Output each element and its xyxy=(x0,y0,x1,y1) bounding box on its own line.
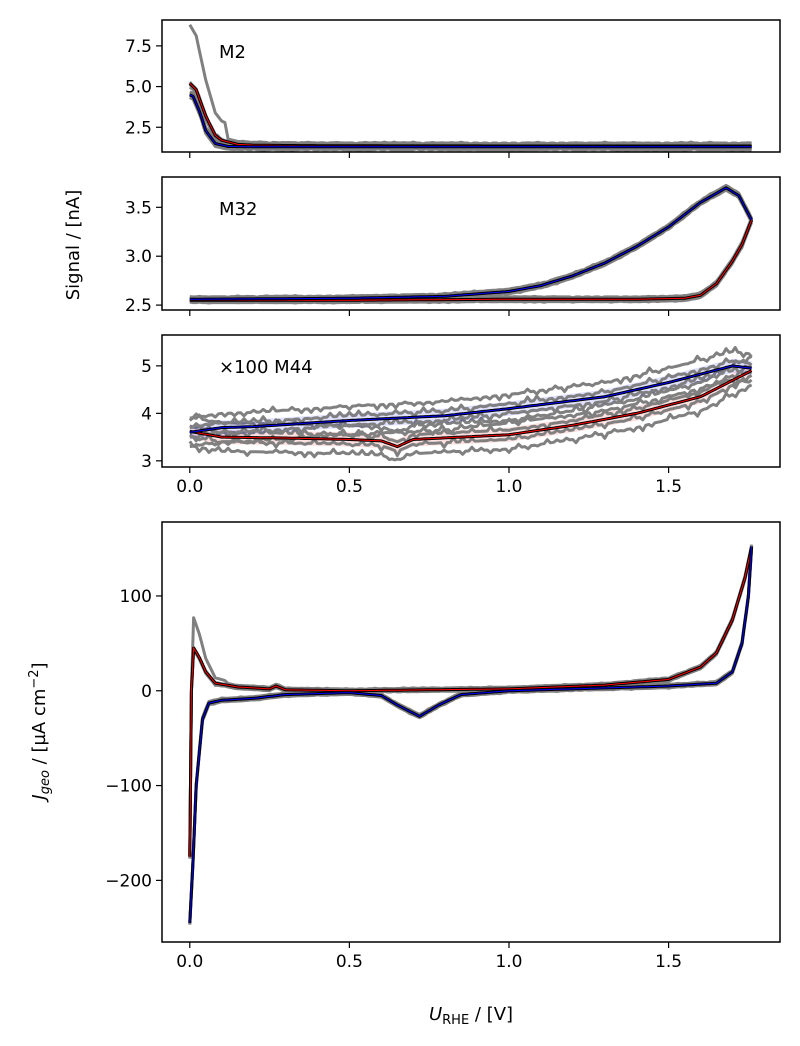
cathodic-mean-line xyxy=(188,546,754,924)
x-axis-label: URHE / [V] xyxy=(429,1004,513,1028)
anodic-mean-line xyxy=(188,546,754,857)
x-tick-label: 1.5 xyxy=(655,952,682,972)
anodic-cycle-trace xyxy=(188,547,754,857)
cathodic-cycle-trace xyxy=(189,365,752,443)
cathodic-cycle-trace xyxy=(188,547,754,925)
cathodic-std-band xyxy=(189,186,752,301)
cathodic-cycle-trace xyxy=(189,183,753,299)
cathodic-mean-line xyxy=(189,186,753,301)
panel-2: 2.5 3.0 3.5 M32 xyxy=(125,176,781,316)
cathodic-cycle-trace xyxy=(189,346,753,420)
anodic-mean-color-line xyxy=(189,546,753,857)
cathodic-cycle-trace xyxy=(189,92,752,149)
cathodic-cycle-trace xyxy=(188,546,754,923)
anodic-mean-color-line xyxy=(189,219,753,301)
x-tick-label: 0.0 xyxy=(176,952,203,972)
panel-4: −200 −100 0 100 0.0 0.5 1.0 1.5 xyxy=(105,521,781,972)
axes-frame xyxy=(161,19,781,153)
x-tick-label: 1.0 xyxy=(495,477,522,497)
anodic-cycle-trace xyxy=(188,548,754,859)
anodic-mean-color-line xyxy=(189,82,752,147)
cathodic-mean-color-line xyxy=(189,365,752,433)
cathodic-cycle-trace xyxy=(189,188,753,304)
axes-frame xyxy=(161,176,781,311)
signal-ylabel: Signal / [nA] xyxy=(63,190,84,301)
cathodic-cycle-trace xyxy=(188,546,754,924)
anodic-cycle-trace xyxy=(188,81,752,148)
j-ylabel: Jgeo / [µA cm−2] xyxy=(27,662,53,802)
cathodic-mean-color-line xyxy=(189,94,752,148)
anodic-cycle-trace xyxy=(188,544,754,855)
anodic-cycle-trace xyxy=(188,23,752,146)
cathodic-std-band xyxy=(189,358,752,440)
cathodic-cycle-trace xyxy=(189,185,753,301)
y-tick-label: 5 xyxy=(141,357,152,377)
anodic-mean-line xyxy=(189,219,753,302)
anodic-cycle-trace xyxy=(189,221,753,305)
anodic-cycle-trace xyxy=(188,383,753,462)
cathodic-cycle-trace xyxy=(189,94,752,151)
anodic-std-band xyxy=(189,545,752,858)
anodic-cycle-trace xyxy=(189,218,754,302)
cathodic-cycle-trace xyxy=(188,544,754,922)
cathodic-std-band xyxy=(189,93,752,149)
y-tick-label: 3.0 xyxy=(125,247,152,267)
cathodic-cycle-trace xyxy=(189,187,753,302)
anodic-mean-line xyxy=(188,82,752,148)
anodic-mean-color-line xyxy=(189,370,752,448)
cathodic-cycle-trace xyxy=(189,90,752,147)
y-tick-label: 7.5 xyxy=(125,37,152,57)
anodic-cycle-trace xyxy=(188,83,753,150)
y-tick-label: −100 xyxy=(105,777,152,797)
panel-annotation: M32 xyxy=(219,199,257,220)
anodic-cycle-trace xyxy=(188,85,752,152)
cathodic-mean-color-line xyxy=(189,546,753,924)
y-tick-label: 2.5 xyxy=(125,296,152,316)
y-tick-label: −200 xyxy=(105,871,152,891)
x-tick-label: 0.0 xyxy=(176,477,203,497)
x-tick-label: 0.5 xyxy=(336,952,363,972)
x-tick-label: 1.5 xyxy=(655,477,682,497)
y-tick-label: 100 xyxy=(120,587,152,607)
panel-3: 3 4 5 0.0 0.5 1.0 1.5 ×100 M44 xyxy=(141,334,781,497)
cathodic-std-band xyxy=(189,545,752,924)
y-tick-label: 0 xyxy=(141,682,152,702)
x-tick-label: 0.5 xyxy=(336,477,363,497)
cathodic-mean-line xyxy=(189,93,752,149)
anodic-cycle-trace xyxy=(189,220,754,304)
y-tick-label: 3.5 xyxy=(125,198,152,218)
anodic-cycle-trace xyxy=(188,546,754,857)
y-tick-label: 2.5 xyxy=(125,118,152,138)
y-tick-label: 5.0 xyxy=(125,78,152,98)
cathodic-mean-color-line xyxy=(189,187,753,300)
panel-annotation: M2 xyxy=(219,42,246,63)
panel-1: 2.5 5.0 7.5 M2 xyxy=(125,19,781,158)
cathodic-cycle-trace xyxy=(189,96,752,152)
axes-frame xyxy=(161,521,781,943)
anodic-std-band xyxy=(189,81,752,148)
x-tick-label: 1.0 xyxy=(495,952,522,972)
axes-frame xyxy=(161,334,781,468)
y-tick-label: 3 xyxy=(141,452,152,472)
panel-annotation: ×100 M44 xyxy=(219,357,313,378)
y-tick-label: 4 xyxy=(141,404,152,424)
